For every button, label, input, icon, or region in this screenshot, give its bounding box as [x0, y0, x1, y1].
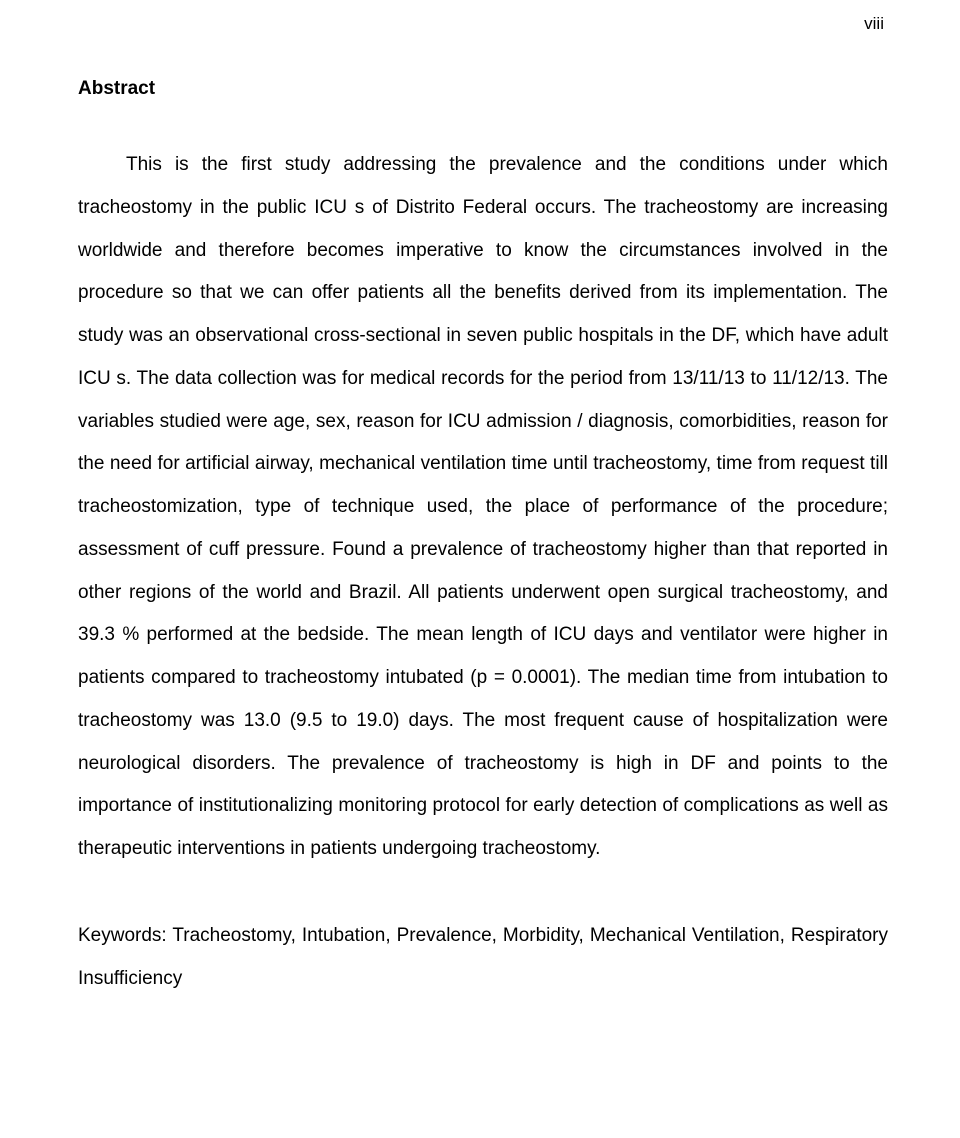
abstract-title: Abstract: [78, 78, 888, 100]
page-number: viii: [864, 14, 884, 34]
keywords: Keywords: Tracheostomy, Intubation, Prev…: [78, 915, 888, 1001]
abstract-body: This is the first study addressing the p…: [78, 144, 888, 871]
abstract-text: This is the first study addressing the p…: [78, 154, 888, 859]
